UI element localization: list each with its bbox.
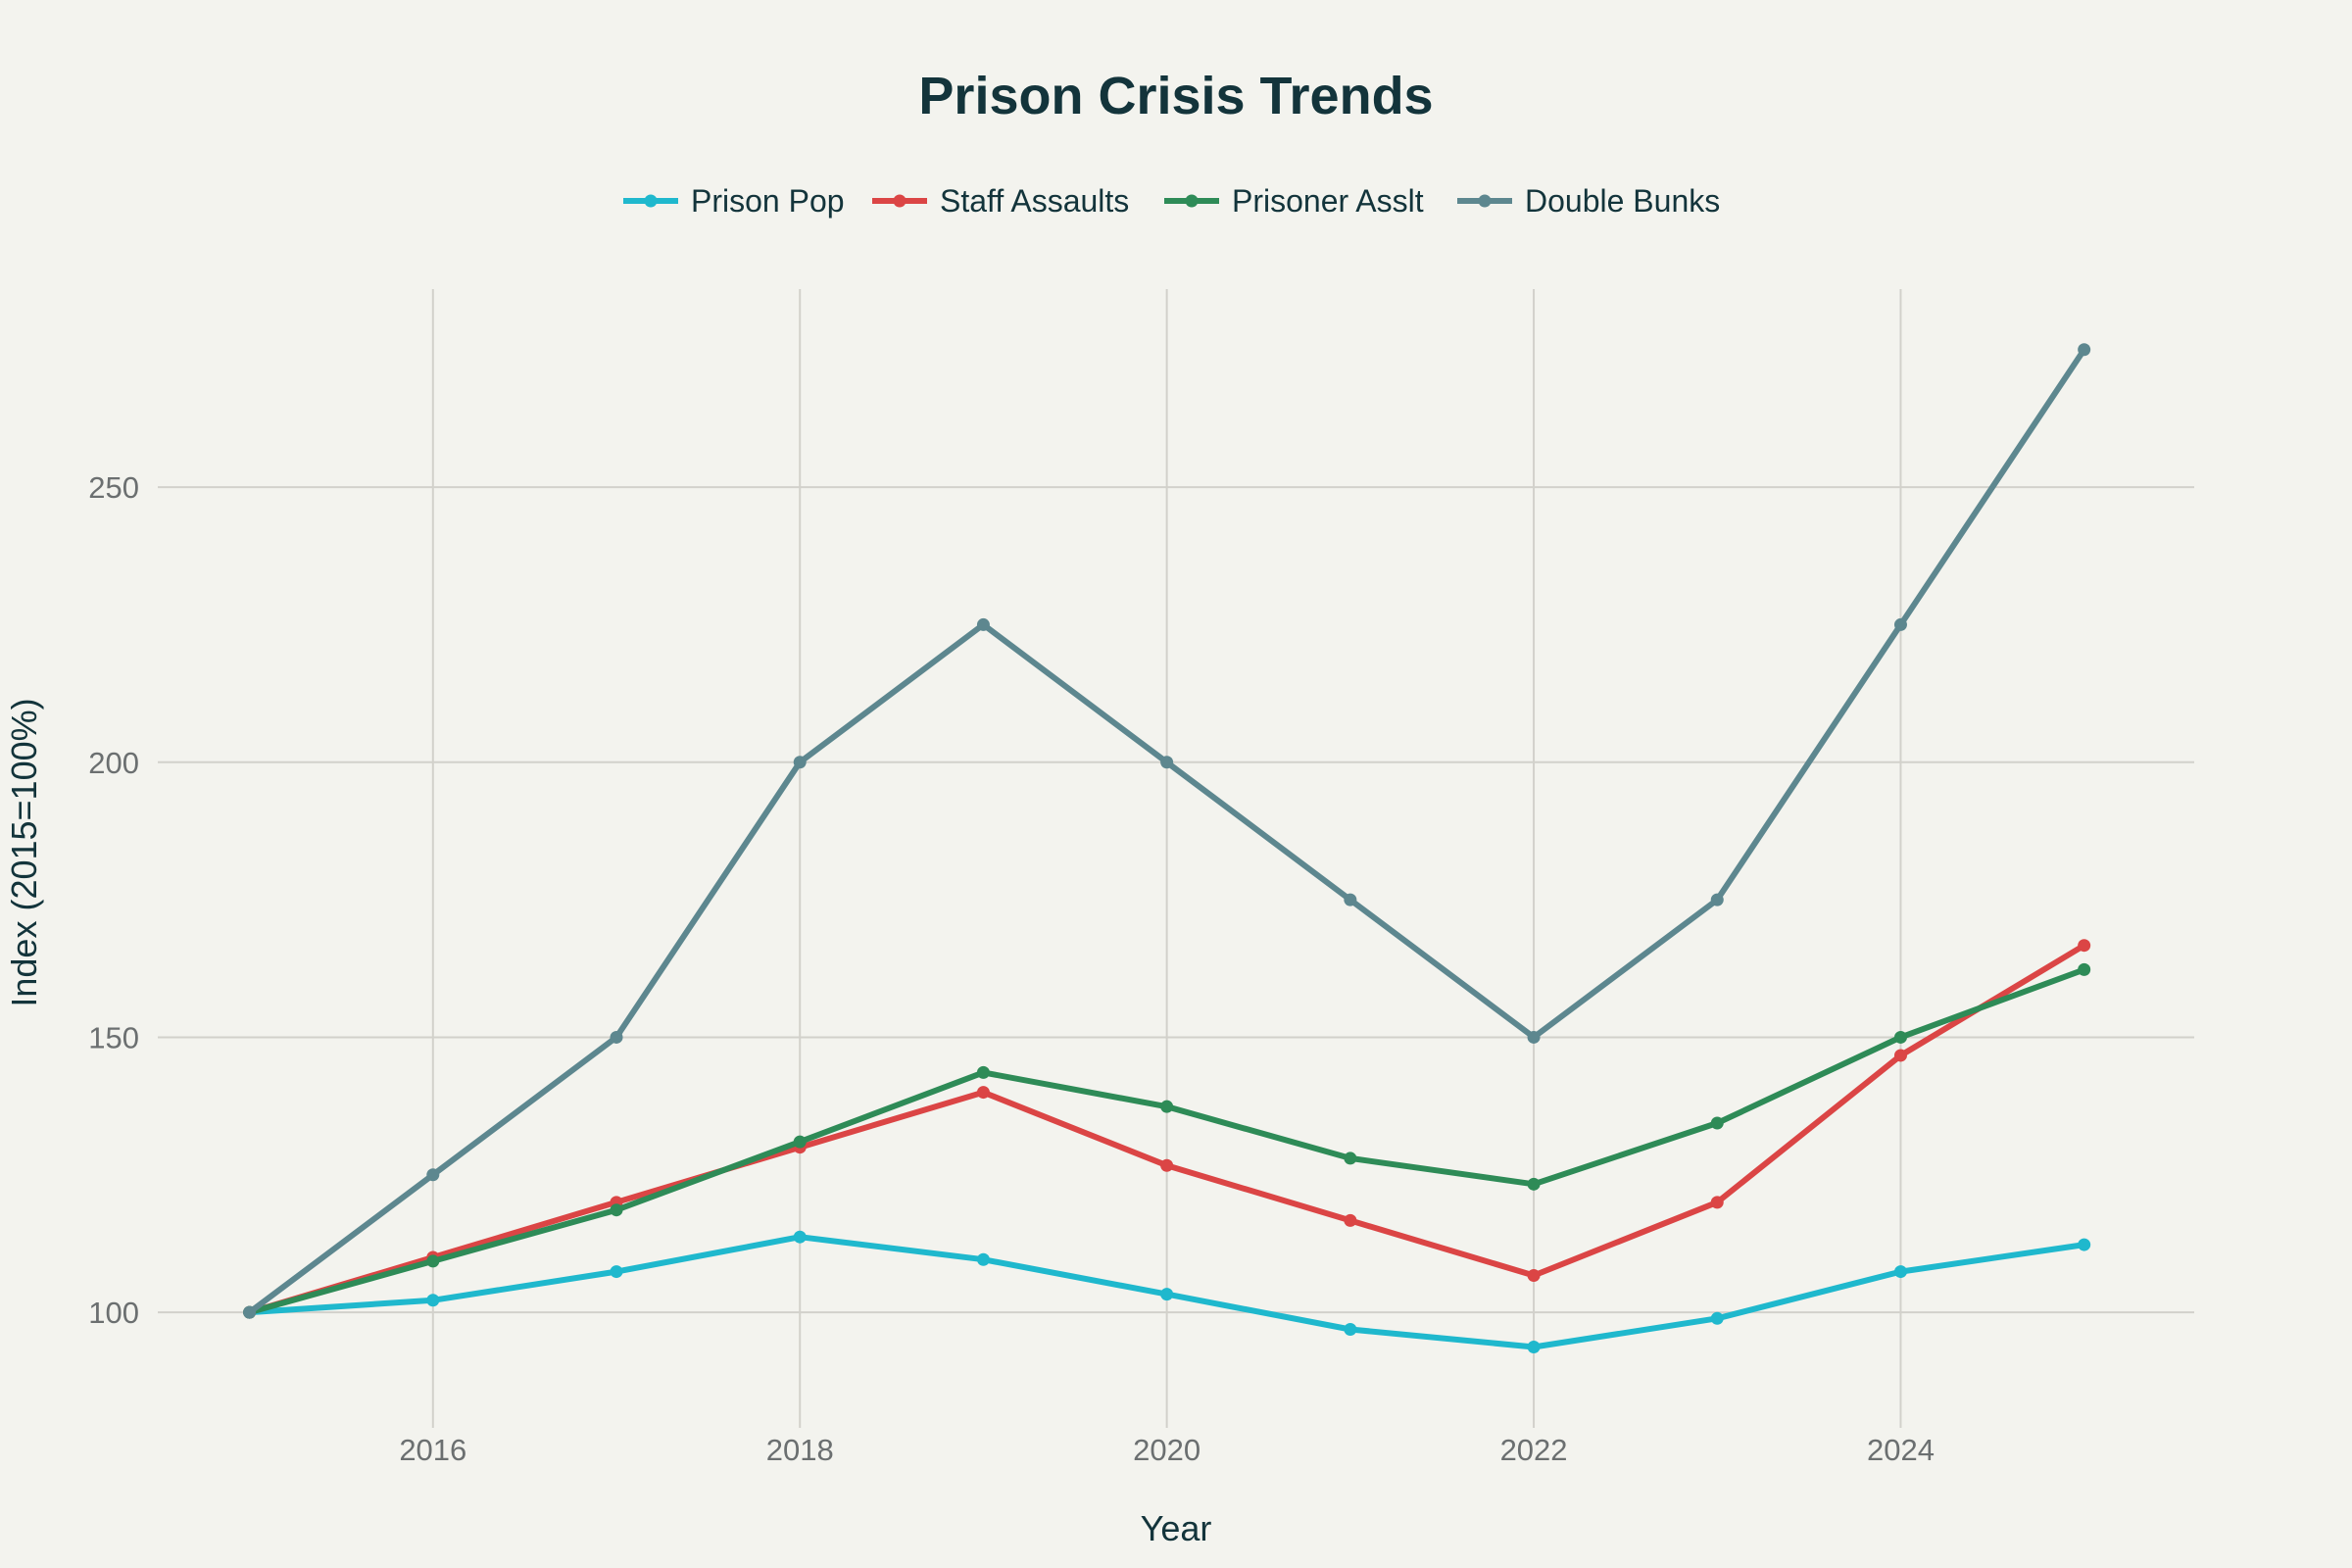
y-tick-label: 250 [88,470,139,505]
x-axis-ticks: 2016 2018 2020 2022 2024 [399,1433,1935,1467]
data-point [1344,1323,1357,1337]
data-point [1527,1030,1541,1044]
data-point [793,1135,807,1149]
data-point [1710,1311,1724,1325]
legend-item[interactable]: Double Bunks [1457,183,1720,219]
data-point [2078,962,2091,976]
data-point [1160,756,1174,769]
x-tick-label: 2016 [399,1433,466,1467]
legend-label: Prison Pop [691,183,845,219]
data-point [1710,893,1724,906]
data-point [1710,1196,1724,1209]
data-point [1160,1288,1174,1301]
data-point [426,1254,440,1268]
data-point [2078,1238,2091,1251]
data-point [1527,1269,1541,1283]
data-point [1344,1213,1357,1227]
legend-swatch-marker [893,194,906,208]
y-tick-label: 200 [88,746,139,780]
data-point [610,1030,623,1044]
data-point [793,1230,807,1244]
y-axis-title: Index (2015=100%) [4,698,44,1006]
legend-item[interactable]: Prison Pop [623,183,845,219]
legend-item[interactable]: Staff Assaults [872,183,1129,219]
data-point [2078,939,2091,953]
data-point [1160,1158,1174,1172]
legend: Prison Pop Staff Assaults Prisoner Asslt Do… [623,183,1720,219]
legend-item[interactable]: Prisoner Asslt [1164,183,1424,219]
y-axis-ticks: 100 150 200 250 [88,470,139,1330]
data-point [1160,1100,1174,1113]
series-layer [243,343,2091,1353]
data-point [610,1265,623,1279]
data-point [976,1086,990,1100]
legend-label: Double Bunks [1525,183,1720,219]
data-point [1527,1177,1541,1191]
data-point [1344,1152,1357,1165]
x-tick-label: 2022 [1500,1433,1568,1467]
data-point [1710,1116,1724,1130]
legend-label: Staff Assaults [940,183,1129,219]
data-point [1344,893,1357,906]
x-tick-label: 2024 [1867,1433,1935,1467]
legend-swatch-marker [1185,194,1199,208]
legend-swatch-marker [1478,194,1492,208]
chart-title: Prison Crisis Trends [918,67,1433,125]
data-point [243,1305,257,1319]
legend-label: Prisoner Asslt [1232,183,1424,219]
x-gridlines [431,289,1902,1428]
series-prisoner-asslt [243,962,2091,1319]
data-point [1893,1265,1907,1279]
series-prison-pop [243,1230,2091,1353]
data-point [1893,1049,1907,1062]
y-tick-label: 100 [88,1296,139,1330]
x-tick-label: 2020 [1133,1433,1200,1467]
y-tick-label: 150 [88,1020,139,1054]
data-point [1893,617,1907,631]
x-tick-label: 2018 [766,1433,834,1467]
data-point [426,1168,440,1182]
y-gridlines [158,486,2194,1314]
legend-swatch-marker [644,194,658,208]
series-double-bunks [243,343,2091,1319]
data-point [1527,1340,1541,1353]
data-point [2078,343,2091,357]
data-point [976,617,990,631]
data-point [426,1294,440,1307]
data-point [1893,1030,1907,1044]
data-point [610,1203,623,1217]
data-point [976,1252,990,1266]
data-point [793,756,807,769]
x-axis-title: Year [1141,1508,1212,1548]
data-point [976,1065,990,1079]
